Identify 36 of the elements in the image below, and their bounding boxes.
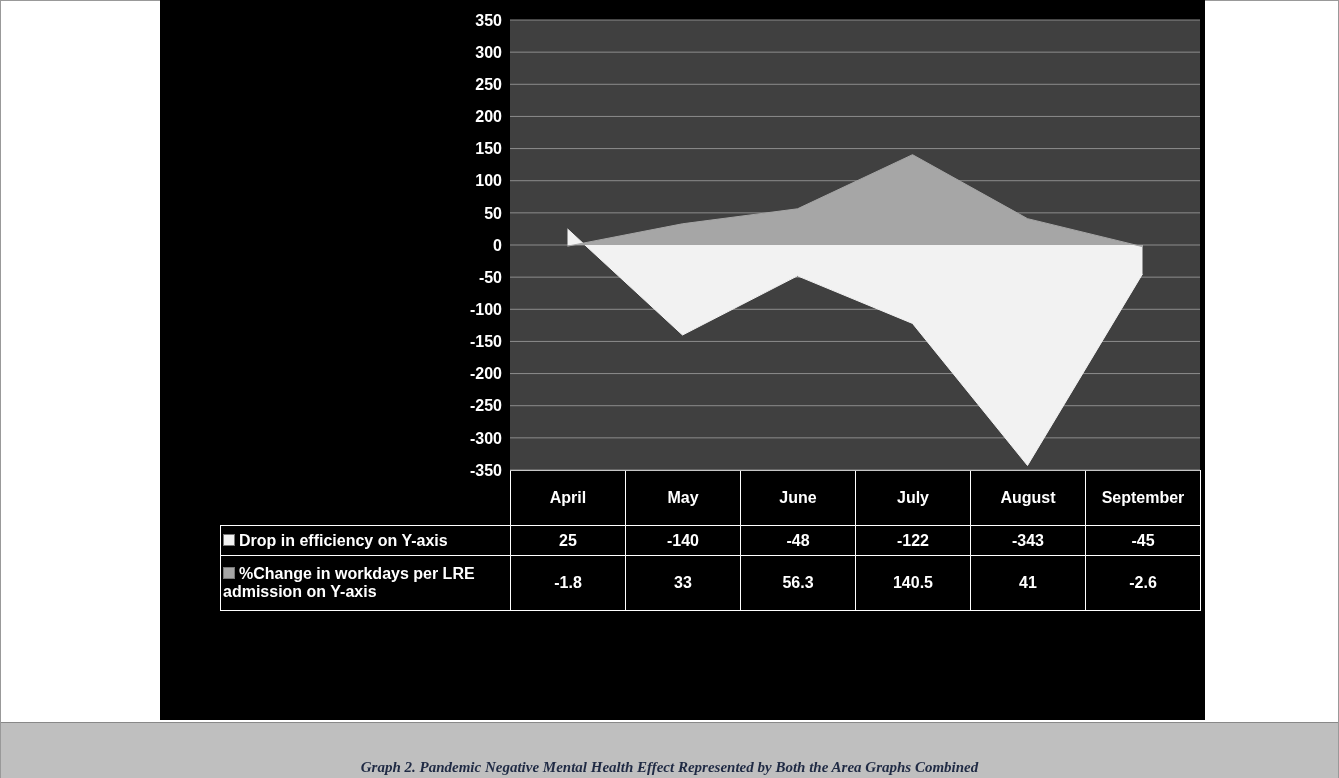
data-label: -343 — [970, 525, 1086, 556]
data-label: -140 — [625, 525, 741, 556]
y-tick-label: -350 — [469, 461, 503, 479]
y-tick-label: -150 — [469, 333, 503, 351]
caption: Graph 2. Pandemic Negative Mental Health Effect Represented by Both the Area Graphs Combined — [359, 759, 980, 776]
y-tick-label: -200 — [469, 365, 503, 383]
y-tick-label: 200 — [475, 108, 503, 126]
data-label: -1.8 — [510, 555, 626, 611]
y-tick-label: 250 — [475, 75, 503, 93]
y-tick-label: -100 — [469, 300, 503, 318]
y-tick-label: 100 — [475, 172, 503, 190]
y-tick-label: -50 — [478, 268, 503, 286]
data-label: 41 — [970, 555, 1086, 611]
y-tick-label: -250 — [469, 397, 503, 415]
data-label: -45 — [1085, 525, 1201, 556]
y-tick-label: 0 — [493, 236, 503, 254]
data-label: 33 — [625, 555, 741, 611]
x-tick-label: June — [740, 470, 856, 526]
x-tick-label: July — [855, 470, 971, 526]
y-tick-label: -300 — [469, 429, 503, 447]
y-tick-label: 300 — [475, 43, 503, 61]
x-tick-label: August — [970, 470, 1086, 526]
data-label: 56.3 — [740, 555, 856, 611]
y-tick-label: 350 — [475, 11, 503, 29]
y-tick-label: 150 — [475, 140, 503, 158]
data-label: -122 — [855, 525, 971, 556]
x-tick-label: May — [625, 470, 741, 526]
legend-label: %Change in workdays per LRE admission on Y-axis — [223, 565, 475, 600]
data-label: -48 — [740, 525, 856, 556]
data-label: -2.6 — [1085, 555, 1201, 611]
data-label: 140.5 — [855, 555, 971, 611]
x-tick-label: April — [510, 470, 626, 526]
x-tick-label: September — [1085, 470, 1201, 526]
y-tick-label: 50 — [484, 204, 503, 222]
data-label: 25 — [510, 525, 626, 556]
legend-label: Drop in efficiency on Y-axis — [239, 531, 448, 549]
